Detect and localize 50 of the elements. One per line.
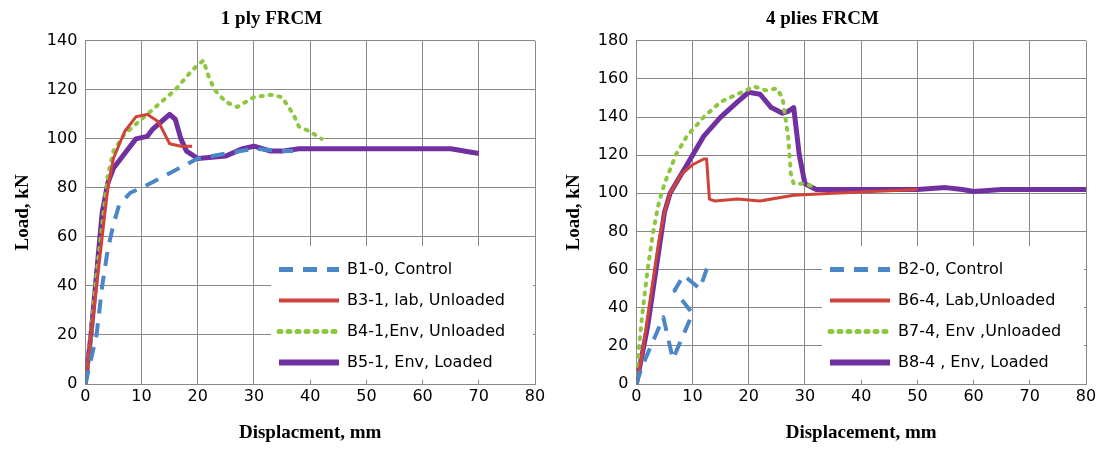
y-tick-label: 160 bbox=[597, 68, 629, 88]
x-tick-label: 70 bbox=[468, 385, 489, 405]
x-tick-label: 20 bbox=[738, 385, 759, 405]
legend-label: B5-1, Env, Loaded bbox=[347, 351, 493, 371]
chart-title: 4 plies FRCM bbox=[766, 7, 880, 29]
legend-label: B1-0, Control bbox=[347, 258, 453, 278]
y-tick-label: 60 bbox=[607, 258, 629, 278]
x-tick-label: 10 bbox=[131, 385, 152, 405]
y-axis-title: Load, kN bbox=[562, 174, 584, 251]
x-tick-label: 80 bbox=[524, 385, 546, 405]
line-series bbox=[636, 265, 710, 384]
legend-label: B2-0, Control bbox=[898, 258, 1004, 278]
y-tick-label: 20 bbox=[607, 335, 629, 355]
x-tick-label: 30 bbox=[243, 385, 265, 405]
legend-label: B3-1, lab, Unloaded bbox=[347, 289, 505, 309]
x-tick-label: 0 bbox=[631, 385, 642, 405]
x-tick-label: 40 bbox=[299, 385, 321, 405]
y-tick-label: 120 bbox=[597, 144, 629, 164]
x-tick-label: 60 bbox=[412, 385, 433, 405]
y-tick-label: 100 bbox=[597, 182, 629, 202]
line-series bbox=[85, 146, 296, 384]
legend-label: B6-4, Lab,Unloaded bbox=[898, 289, 1056, 309]
chart-title: 1 ply FRCM bbox=[220, 7, 323, 29]
x-tick-label: 20 bbox=[187, 385, 208, 405]
legend-label: B8-4 , Env, Loaded bbox=[898, 351, 1049, 371]
y-tick-label: 140 bbox=[597, 106, 629, 126]
x-axis-title: Displacement, mm bbox=[785, 420, 937, 442]
y-tick-label: 40 bbox=[56, 275, 78, 295]
x-tick-label: 60 bbox=[963, 385, 984, 405]
y-tick-label: 20 bbox=[56, 324, 78, 344]
x-tick-label: 50 bbox=[356, 385, 377, 405]
x-tick-label: 0 bbox=[80, 385, 91, 405]
x-tick-label: 80 bbox=[1075, 385, 1097, 405]
y-tick-label: 40 bbox=[607, 296, 629, 316]
y-tick-label: 100 bbox=[46, 128, 78, 148]
y-axis-title: Load, kN bbox=[11, 174, 33, 251]
legend-label: B7-4, Env ,Unloaded bbox=[898, 320, 1062, 340]
x-axis-title: Displacment, mm bbox=[238, 420, 382, 442]
x-tick-label: 70 bbox=[1019, 385, 1040, 405]
y-tick-label: 120 bbox=[46, 78, 78, 98]
y-tick-label: 80 bbox=[607, 220, 629, 240]
x-tick-label: 40 bbox=[850, 385, 872, 405]
x-tick-label: 10 bbox=[682, 385, 703, 405]
legend-label: B4-1,Env, Unloaded bbox=[347, 320, 506, 340]
y-tick-label: 140 bbox=[46, 29, 78, 49]
y-tick-label: 60 bbox=[56, 226, 78, 246]
x-tick-label: 30 bbox=[794, 385, 816, 405]
x-tick-label: 50 bbox=[907, 385, 928, 405]
y-tick-label: 180 bbox=[597, 29, 629, 49]
y-tick-label: 80 bbox=[56, 177, 78, 197]
